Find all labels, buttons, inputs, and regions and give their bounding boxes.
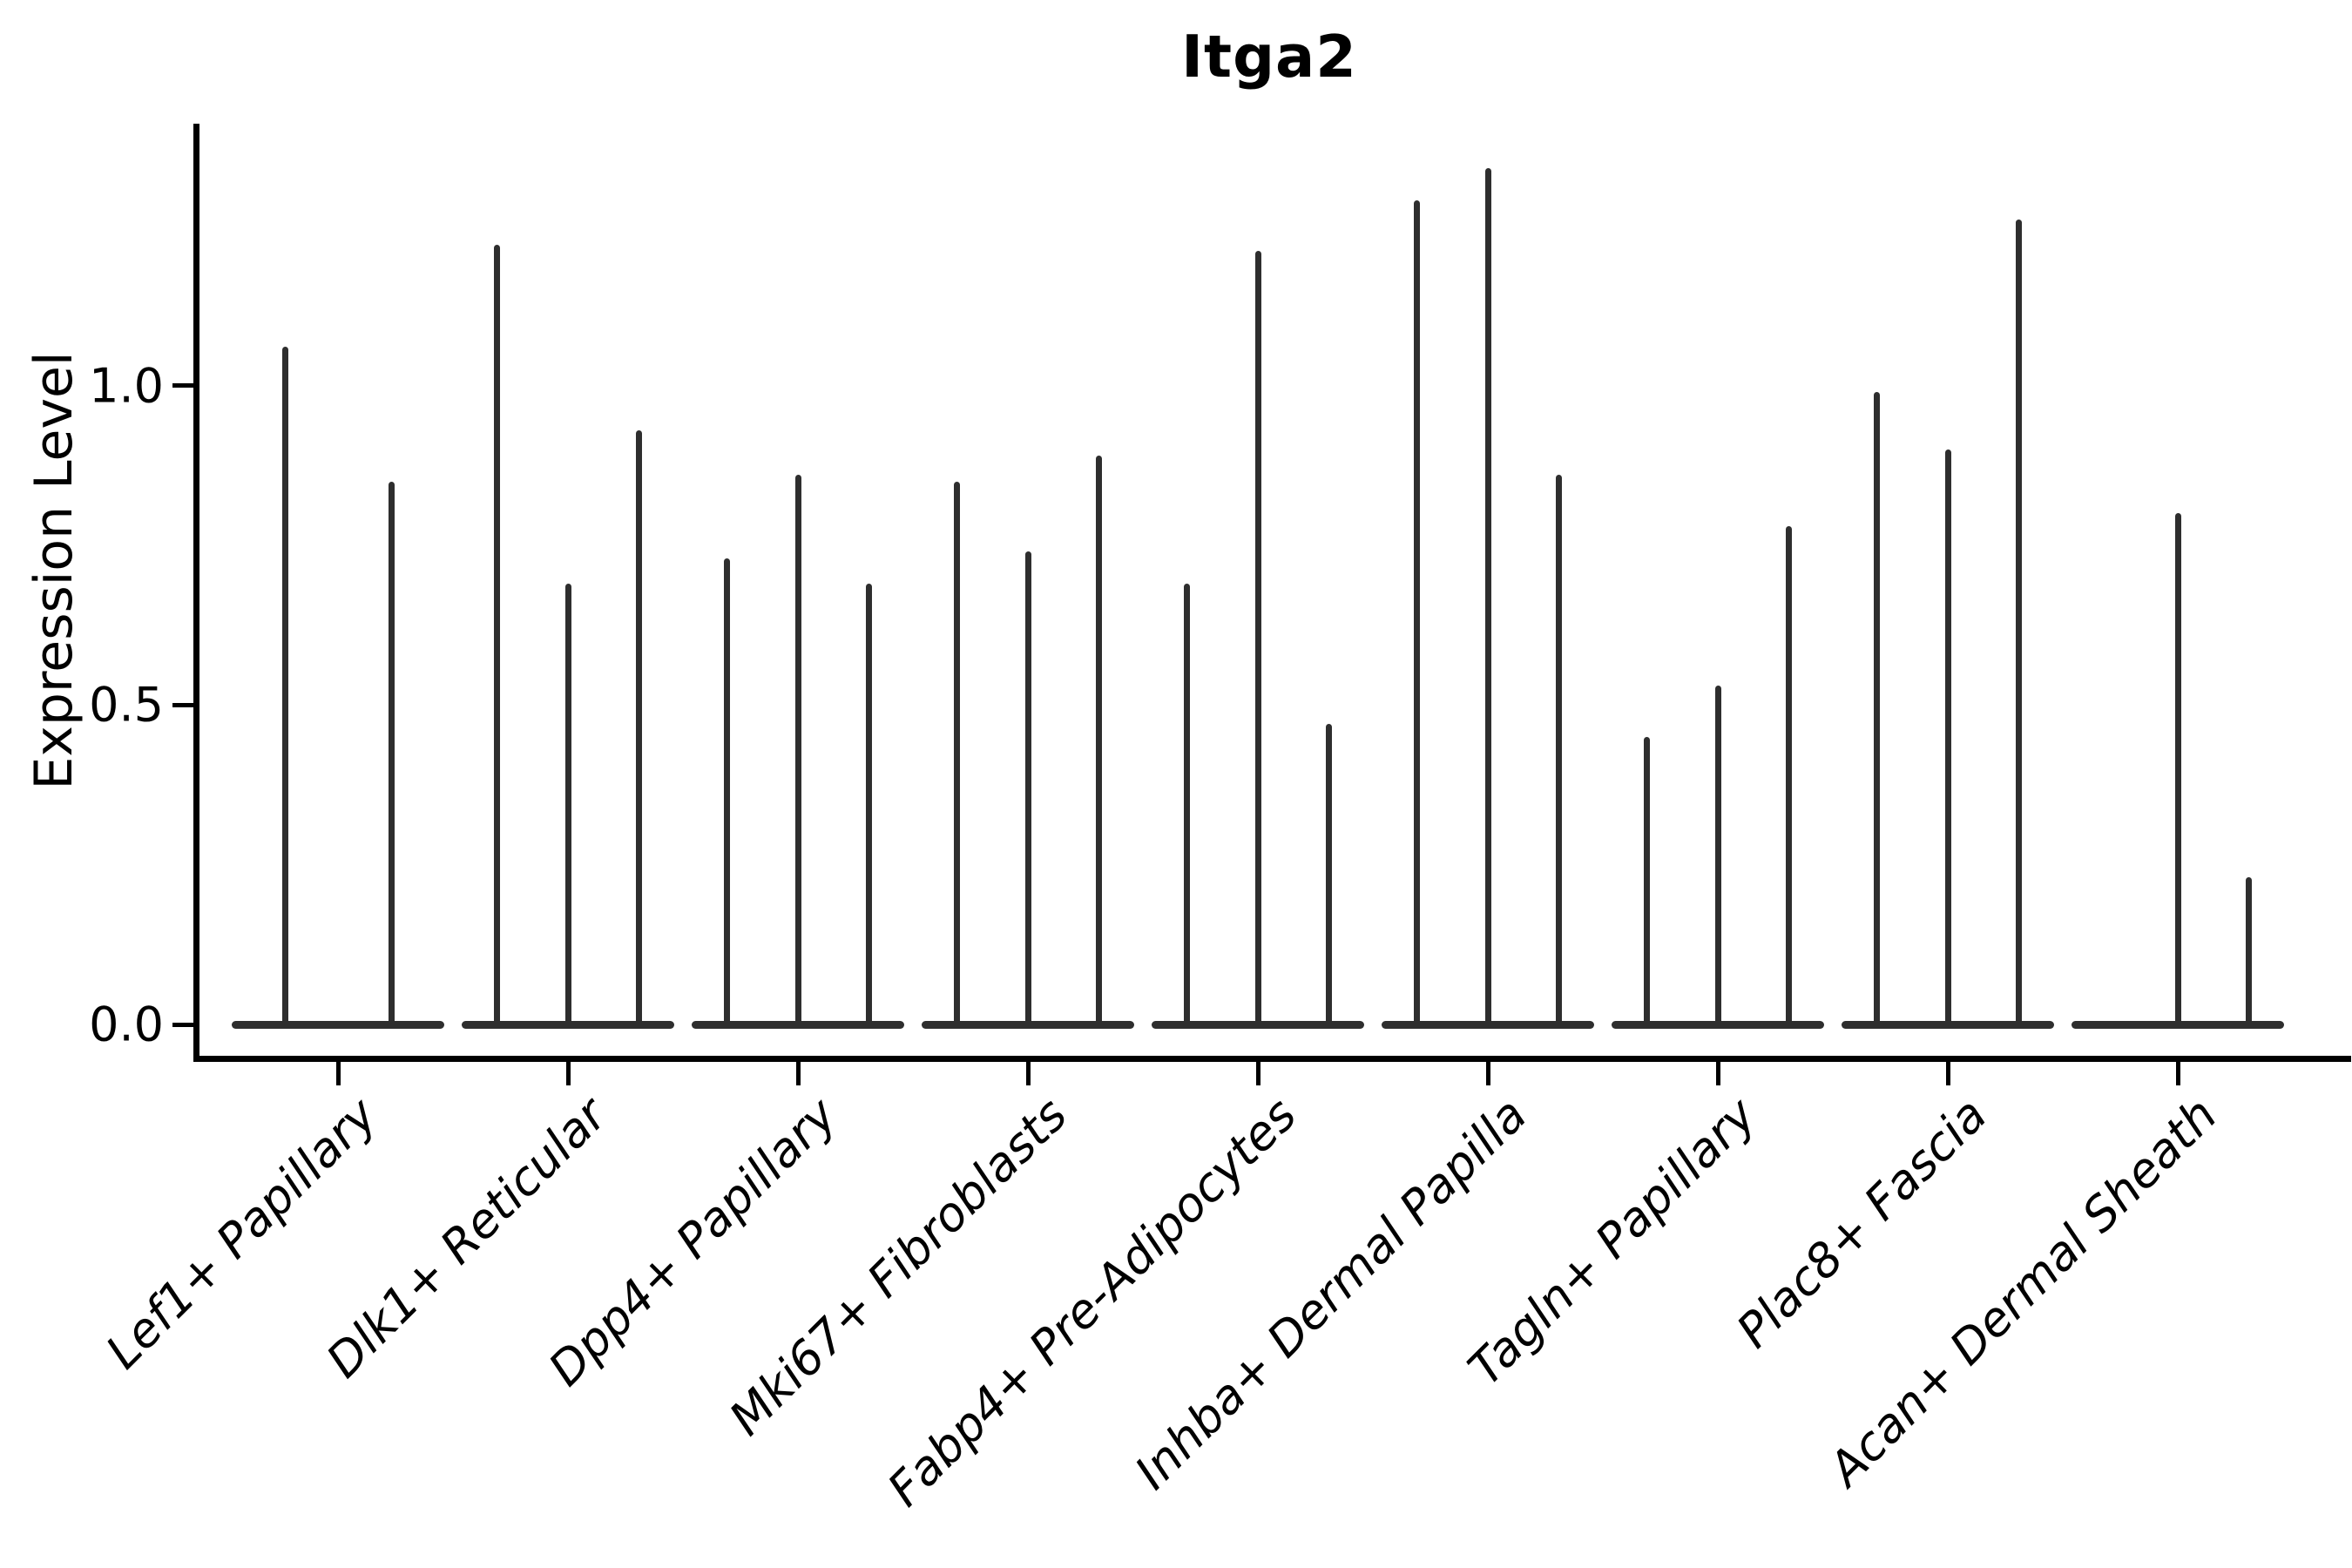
violin-spike [1325,724,1332,1027]
violin-spike [1874,391,1881,1027]
violin-spike [1644,736,1651,1027]
x-tick-label: Inhba+ Dermal Papilla [1124,1087,1538,1500]
x-tick-mark [565,1062,571,1085]
y-tick-label: 0.5 [89,677,164,733]
y-tick-mark [172,1022,193,1027]
x-tick-mark [1025,1062,1031,1085]
x-tick-mark [1715,1062,1720,1085]
violin-spike [1024,551,1031,1027]
y-axis-label-text: Expression Level [24,351,84,790]
x-tick-mark [795,1062,801,1085]
violin-spike [1095,456,1102,1027]
y-tick-mark [172,702,193,707]
plot-area [193,124,2351,1062]
chart-title: Itga2 [1181,23,1357,91]
violin-spike [2245,877,2252,1027]
violin-spike [1484,168,1491,1027]
violin-spike [1714,686,1721,1027]
x-tick-label: Fabp4+ Pre-Adipocytes [877,1087,1308,1517]
violin-spike [388,481,395,1027]
violin-spike [1944,449,1951,1027]
violin-spike [794,475,801,1027]
y-tick-mark [172,383,193,388]
violin-spike [635,429,642,1027]
violin-spike [865,583,872,1027]
violin-spike [724,558,731,1027]
violin-spike [1254,251,1261,1027]
violin-spike [1414,199,1421,1027]
violin-spike [1785,525,1792,1027]
violin-spike [2015,219,2022,1027]
violin-spike [564,583,571,1027]
violin-spike [281,347,288,1027]
x-tick-mark [1485,1062,1490,1085]
violin-spike [1184,583,1191,1027]
x-tick-label: Acan+ Dermal Sheath [1817,1087,2227,1497]
x-tick-label: Plac8+ Fascia [1726,1087,1997,1359]
violin-spike [1555,475,1562,1027]
x-tick-mark [1945,1062,1950,1085]
violin-base [232,1020,444,1029]
x-tick-mark [2175,1062,2180,1085]
x-tick-mark [1255,1062,1260,1085]
x-tick-mark [335,1062,341,1085]
violin-spike [954,481,961,1027]
y-tick-label: 1.0 [89,358,164,413]
violin-spike [2174,513,2181,1027]
violin-spike [494,245,501,1027]
y-tick-label: 0.0 [89,997,164,1052]
